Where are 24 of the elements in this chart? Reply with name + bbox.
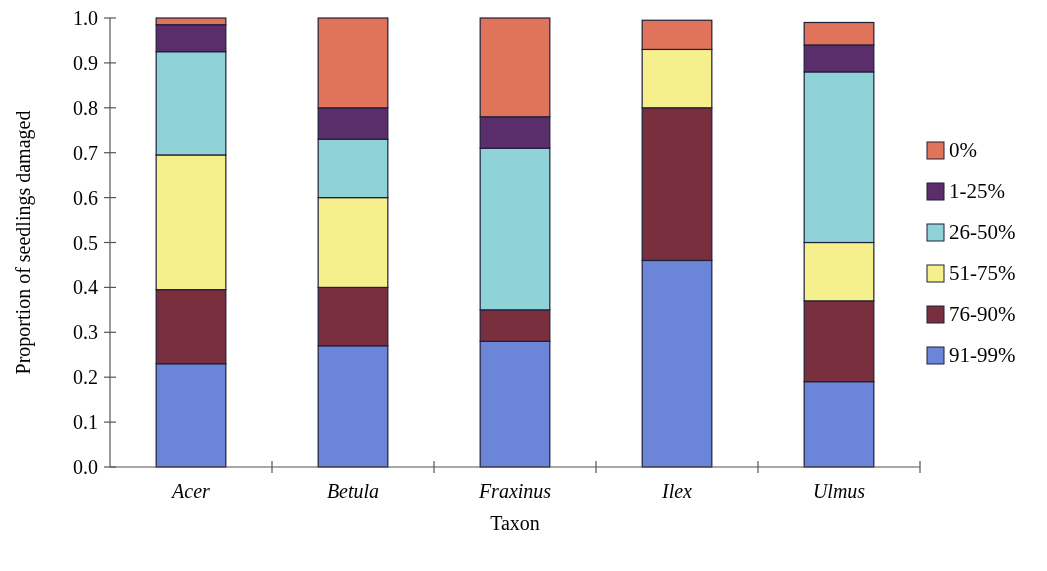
legend-label: 51-75%: [949, 261, 1016, 286]
x-tick-label: Fraxinus: [477, 480, 552, 502]
y-tick-label: 0.9: [73, 51, 98, 74]
y-tick-label: 0.7: [73, 141, 98, 164]
y-tick-label: 0.3: [73, 321, 98, 344]
x-axis-title: Taxon: [490, 512, 540, 534]
x-tick-label: Betula: [326, 480, 380, 502]
y-tick-label: 0.4: [73, 276, 98, 299]
y-tick-label: 0.1: [73, 411, 98, 434]
x-tick-label: Ulmus: [812, 480, 866, 502]
y-tick-label: 0.8: [73, 96, 98, 119]
legend-label: 26-50%: [949, 220, 1016, 245]
y-axis-title: Proportion of seedlings damaged: [12, 110, 35, 375]
y-tick-label: 0.2: [73, 366, 98, 389]
legend-label: 76-90%: [949, 302, 1016, 327]
legend-label: 1-25%: [949, 179, 1005, 204]
legend-label: 91-99%: [949, 343, 1016, 368]
legend-label: 0%: [949, 138, 977, 163]
y-tick-label: 0.5: [73, 231, 98, 254]
y-tick-label: 0.0: [73, 456, 98, 478]
x-tick-label: Acer: [170, 480, 211, 502]
x-tick-label: Ilex: [661, 480, 693, 502]
y-tick-label: 0.6: [73, 186, 98, 209]
y-tick-label: 1.0: [73, 7, 98, 29]
